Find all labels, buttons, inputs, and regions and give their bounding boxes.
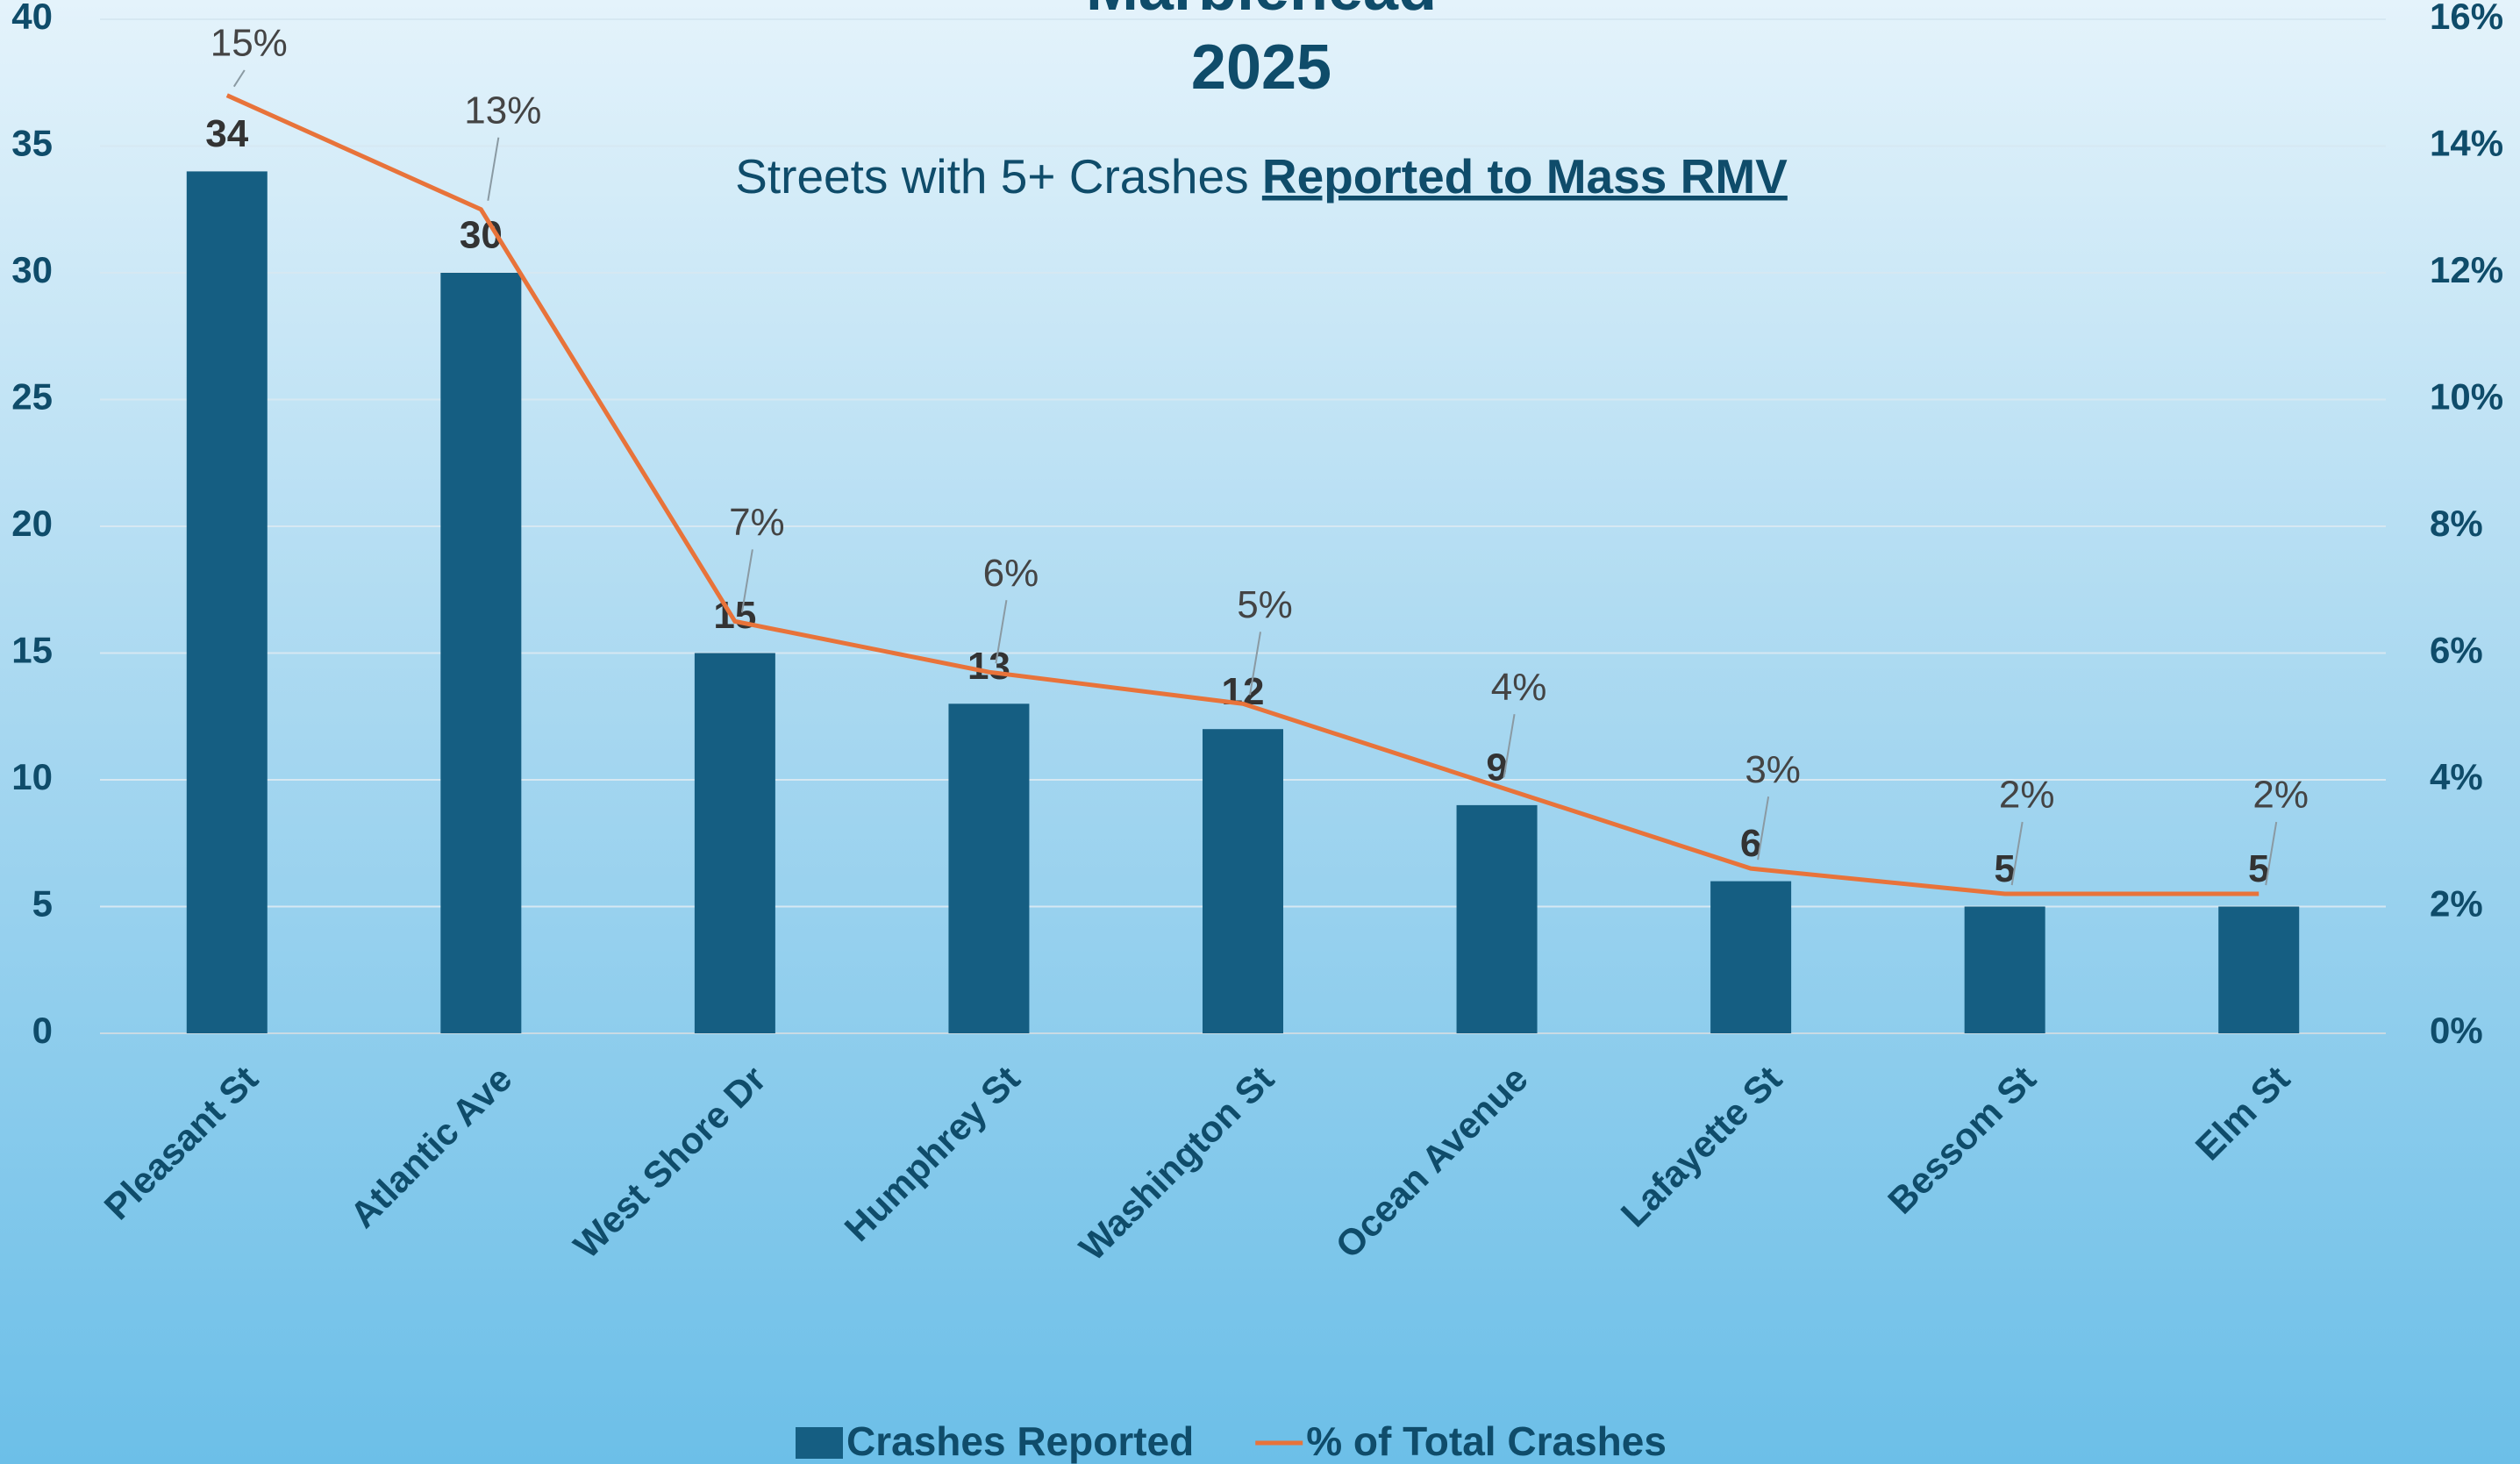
leader-line — [1757, 796, 1770, 861]
y-tick-label: 5 — [32, 883, 53, 925]
subtitle-text: Streets with 5+ Crashes — [735, 149, 1248, 204]
legend-label: Crashes Reported — [846, 1418, 1194, 1464]
bar-data-label: 34 — [205, 112, 248, 155]
y2-tick-label: 12% — [2430, 249, 2503, 290]
line-data-label: 4% — [1491, 666, 1547, 709]
y2-tick-label: 16% — [2430, 0, 2503, 37]
leader-line — [995, 600, 1008, 664]
y-tick-label: 35 — [11, 123, 53, 164]
bar — [1203, 729, 1283, 1033]
y2-tick-label: 8% — [2430, 503, 2483, 544]
line-data-label: 2% — [1999, 774, 2055, 817]
legend-label: % of Total Crashes — [1306, 1418, 1667, 1464]
bar — [1964, 906, 2045, 1033]
y2-tick-label: 14% — [2430, 123, 2503, 164]
leader-line — [1503, 714, 1516, 778]
y-tick-label: 0 — [32, 1010, 53, 1051]
y2-tick-label: 6% — [2430, 630, 2483, 671]
leader-line — [2010, 821, 2024, 886]
legend-swatch — [796, 1427, 843, 1459]
bar — [1456, 804, 1538, 1033]
line-data-label: 15% — [211, 22, 288, 65]
line — [225, 93, 2259, 896]
bar — [186, 171, 268, 1033]
y2-tick-label: 4% — [2430, 756, 2483, 797]
bar — [948, 703, 1030, 1033]
y-tick-label: 40 — [11, 0, 53, 37]
subtitle: Streets with 5+ Crashes Reported to Mass… — [735, 149, 1788, 204]
line-data-label: 5% — [1237, 583, 1293, 626]
bar — [694, 653, 775, 1033]
line-data-label: 7% — [729, 501, 785, 544]
y-tick-label: 15 — [11, 630, 53, 671]
line-data-label: 3% — [1745, 748, 1801, 791]
bar-data-label: 13 — [967, 645, 1010, 688]
leader-line — [2265, 821, 2278, 886]
bar — [440, 273, 522, 1033]
y-tick-label: 20 — [11, 503, 53, 544]
leader-line — [232, 69, 246, 88]
line-data-label: 6% — [983, 552, 1039, 595]
leader-line — [1249, 632, 1261, 696]
y-tick-label: 30 — [11, 249, 53, 290]
y2-tick-label: 2% — [2430, 883, 2483, 925]
y2-tick-label: 10% — [2430, 376, 2503, 418]
subtitle-emphasis: Reported to Mass RMV — [1262, 149, 1788, 204]
y-tick-label: 10 — [11, 756, 53, 797]
bar — [1710, 881, 1792, 1033]
line-data-label: 2% — [2252, 774, 2309, 817]
y-tick-label: 25 — [11, 376, 53, 418]
line-data-label: 13% — [464, 89, 541, 132]
chart-title: 2025 — [1191, 32, 1331, 103]
leader-line — [487, 137, 500, 201]
leader-line — [740, 549, 753, 613]
y2-tick-label: 0% — [2430, 1010, 2483, 1051]
bar — [2218, 906, 2300, 1033]
